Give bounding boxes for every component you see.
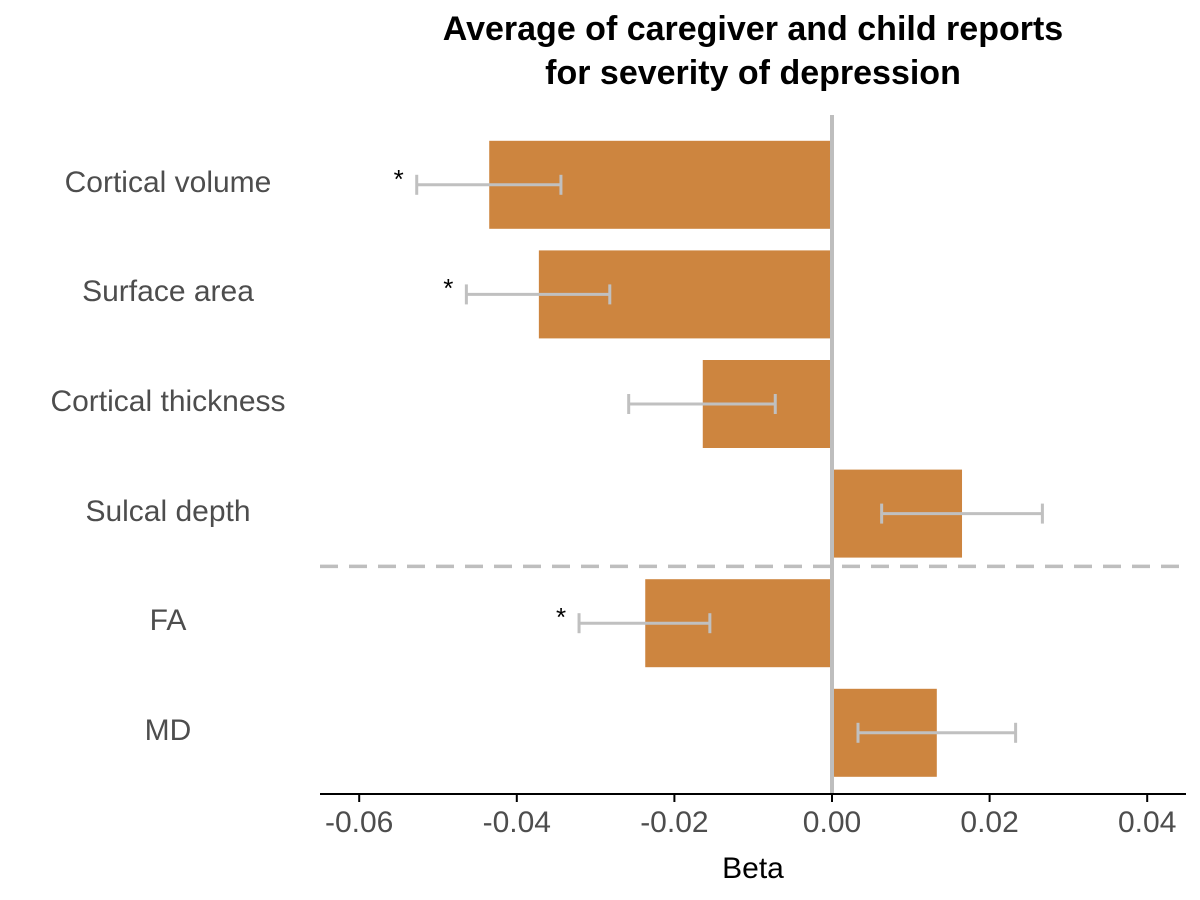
- y-category-label: Surface area: [82, 275, 254, 309]
- x-tick-label: 0.04: [1117, 806, 1177, 839]
- y-category-label: Sulcal depth: [85, 494, 251, 528]
- significance-marker: *: [443, 273, 454, 304]
- x-tick-label: -0.04: [482, 806, 551, 839]
- significance-marker: *: [555, 602, 567, 633]
- x-tick-label: -0.06: [324, 806, 394, 839]
- y-category-label: FA: [149, 604, 187, 638]
- significance-marker: *: [393, 163, 404, 194]
- chart-title: Average of caregiver and child reports: [442, 10, 1064, 48]
- y-category-label: MD: [144, 713, 192, 747]
- y-category-label: Cortical thickness: [50, 385, 286, 418]
- x-tick-label: -0.02: [640, 806, 709, 839]
- x-axis-title: Beta: [722, 852, 784, 885]
- x-tick-label: 0.00: [802, 806, 862, 839]
- x-tick-label: 0.02: [960, 806, 1019, 839]
- y-category-label: Cortical volume: [64, 165, 272, 199]
- chart-subtitle: for severity of depression: [545, 54, 961, 92]
